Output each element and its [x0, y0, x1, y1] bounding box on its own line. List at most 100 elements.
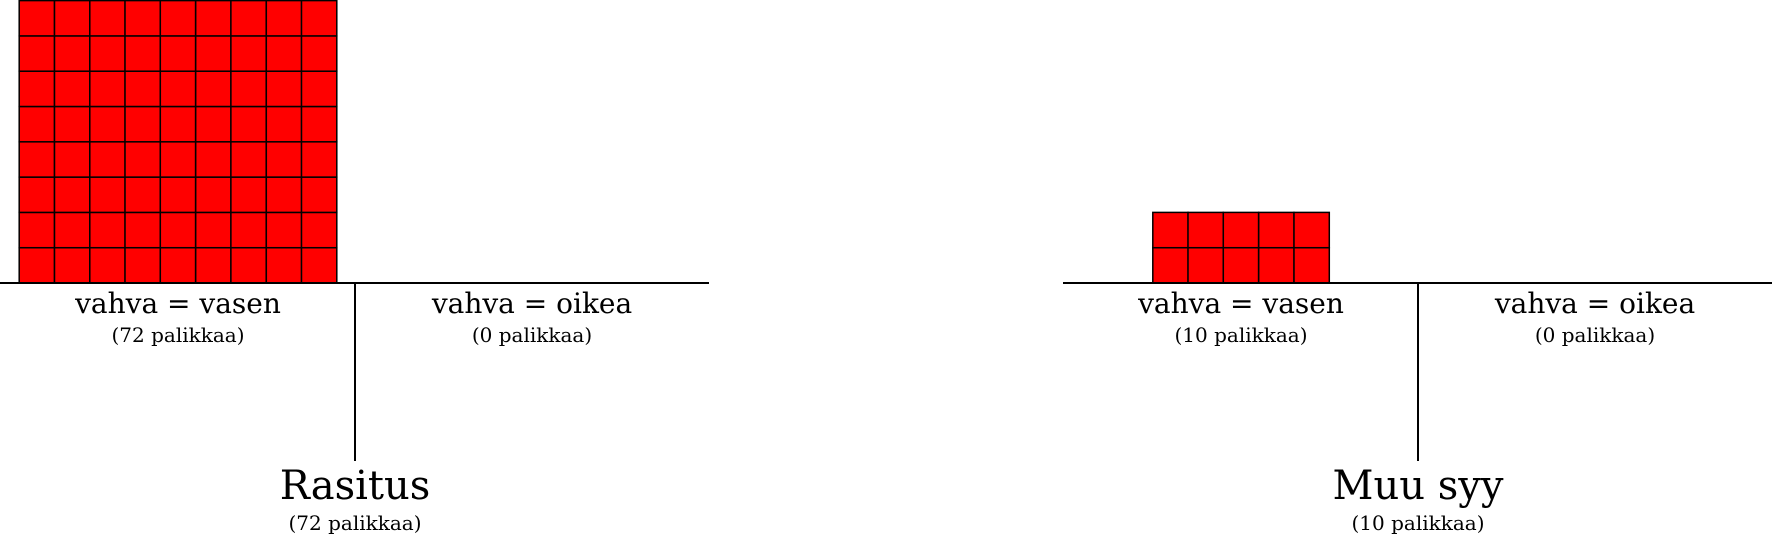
block — [230, 105, 267, 143]
block — [1293, 246, 1331, 284]
block — [159, 141, 197, 178]
block — [230, 176, 267, 214]
block — [18, 246, 56, 284]
block — [1293, 211, 1331, 249]
block — [53, 35, 91, 72]
group-count-right-rasitus: (0 palikkaa) — [472, 323, 592, 347]
block — [300, 105, 338, 143]
block — [194, 70, 232, 108]
block — [265, 70, 303, 108]
block — [18, 35, 56, 72]
block — [89, 0, 126, 37]
group-label-left-rasitus: vahva = vasen — [74, 287, 281, 320]
block — [194, 246, 232, 284]
block — [230, 70, 267, 108]
panel-total-muu-syy: (10 palikkaa) — [1351, 511, 1484, 535]
blocks-left-muu-syy — [1152, 211, 1331, 284]
block — [194, 141, 232, 178]
block — [230, 141, 267, 178]
group-count-left-rasitus: (72 palikkaa) — [111, 323, 244, 347]
block — [18, 105, 56, 143]
block — [124, 0, 162, 37]
block — [265, 105, 303, 143]
block — [300, 0, 338, 37]
block — [265, 35, 303, 72]
block — [53, 211, 91, 249]
block — [194, 35, 232, 72]
block — [124, 176, 162, 214]
block — [159, 105, 197, 143]
block — [300, 141, 338, 178]
block — [53, 246, 91, 284]
block — [18, 0, 56, 37]
block — [1187, 211, 1225, 249]
block — [18, 176, 56, 214]
block — [265, 246, 303, 284]
block — [265, 211, 303, 249]
block — [89, 176, 126, 214]
group-label-right-muu-syy: vahva = oikea — [1494, 287, 1695, 320]
block — [194, 176, 232, 214]
group-count-left-muu-syy: (10 palikkaa) — [1174, 323, 1307, 347]
block — [1257, 211, 1295, 249]
block — [194, 0, 232, 37]
block — [159, 246, 197, 284]
block — [89, 105, 126, 143]
group-label-right-rasitus: vahva = oikea — [431, 287, 632, 320]
block — [124, 141, 162, 178]
block — [159, 176, 197, 214]
panel-rasitus: vahva = vasen (72 palikkaa) vahva = oike… — [0, 0, 709, 535]
block — [300, 211, 338, 249]
block — [1187, 246, 1225, 284]
block — [300, 176, 338, 214]
block — [89, 211, 126, 249]
block — [89, 141, 126, 178]
panel-title-muu-syy: Muu syy — [1333, 463, 1504, 509]
block — [89, 70, 126, 108]
block — [300, 70, 338, 108]
block — [159, 211, 197, 249]
block — [124, 70, 162, 108]
block — [89, 35, 126, 72]
block — [230, 211, 267, 249]
block — [230, 246, 267, 284]
block — [1152, 246, 1189, 284]
block — [300, 35, 338, 72]
block — [159, 70, 197, 108]
block — [159, 35, 197, 72]
block — [230, 0, 267, 37]
block — [53, 105, 91, 143]
block — [124, 211, 162, 249]
block — [1257, 246, 1295, 284]
block — [124, 246, 162, 284]
block — [194, 211, 232, 249]
group-count-right-muu-syy: (0 palikkaa) — [1535, 323, 1655, 347]
block — [194, 105, 232, 143]
panel-total-rasitus: (72 palikkaa) — [288, 511, 421, 535]
block — [53, 176, 91, 214]
block — [265, 141, 303, 178]
block — [53, 70, 91, 108]
panel-title-rasitus: Rasitus — [280, 463, 431, 509]
block — [265, 176, 303, 214]
block — [53, 141, 91, 178]
block — [1152, 211, 1189, 249]
panel-muu-syy: vahva = vasen (10 palikkaa) vahva = oike… — [1063, 211, 1772, 535]
block — [1222, 211, 1260, 249]
block — [230, 35, 267, 72]
block — [18, 70, 56, 108]
block — [300, 246, 338, 284]
block — [1222, 246, 1260, 284]
block — [265, 0, 303, 37]
group-label-left-muu-syy: vahva = vasen — [1137, 287, 1344, 320]
block — [18, 211, 56, 249]
block — [89, 246, 126, 284]
block — [124, 105, 162, 143]
block — [159, 0, 197, 37]
block — [124, 35, 162, 72]
block — [53, 0, 91, 37]
blocks-left-rasitus — [18, 0, 338, 284]
block — [18, 141, 56, 178]
